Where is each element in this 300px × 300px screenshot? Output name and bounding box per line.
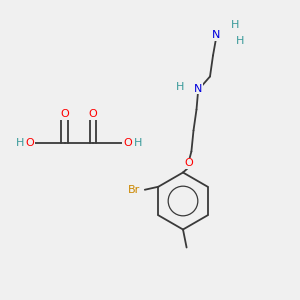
Text: H: H <box>16 137 25 148</box>
Text: O: O <box>123 137 132 148</box>
Text: O: O <box>60 109 69 119</box>
Text: H: H <box>231 20 240 31</box>
Text: N: N <box>212 30 220 40</box>
Text: O: O <box>88 109 98 119</box>
Text: H: H <box>236 35 244 46</box>
Text: H: H <box>134 137 142 148</box>
Text: H: H <box>176 82 184 92</box>
Text: Br: Br <box>128 185 140 195</box>
Text: O: O <box>26 137 34 148</box>
Text: O: O <box>184 158 194 169</box>
Text: N: N <box>194 83 202 94</box>
